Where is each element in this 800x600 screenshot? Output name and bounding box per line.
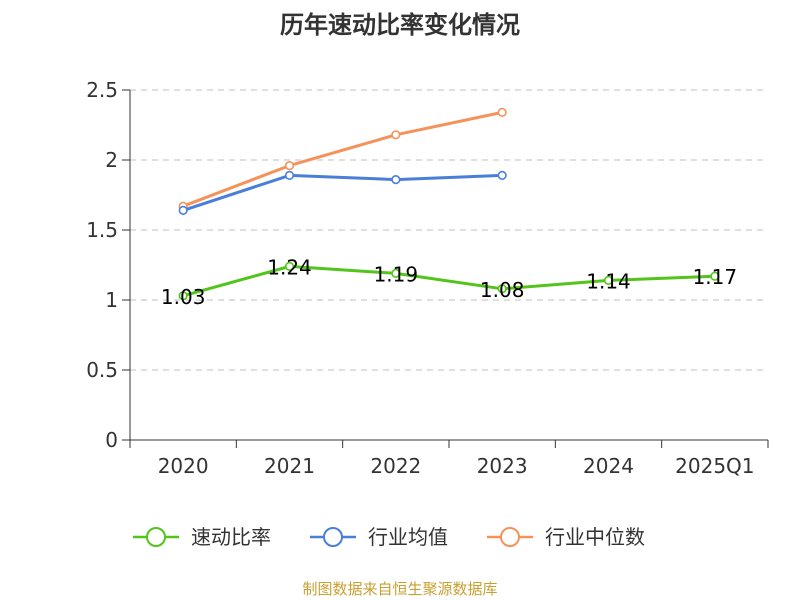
data-point: [284, 261, 295, 272]
x-tick-label: 2020: [158, 454, 209, 478]
data-label: 1.17: [693, 265, 738, 289]
x-tick-label: 2021: [264, 454, 315, 478]
data-label: 1.14: [586, 269, 631, 293]
y-tick-label: 0: [105, 428, 118, 452]
legend-marker: [500, 527, 520, 547]
source-note: 制图数据来自恒生聚源数据库: [302, 580, 497, 598]
data-label: 1.03: [161, 285, 206, 309]
legend-item[interactable]: 速动比率: [133, 525, 271, 549]
data-point: [178, 291, 188, 301]
y-tick-label: 1.5: [86, 218, 118, 242]
legend-item[interactable]: 行业均值: [310, 525, 448, 549]
series-line: [181, 264, 717, 298]
axes: 0 0.5 1 1.5 2 2.5 2020 2021 2022 2023 2024 2025Q1: [86, 78, 769, 478]
legend-label: 速动比率: [191, 525, 271, 549]
grid: [130, 89, 768, 371]
x-tick-label: 2025Q1: [675, 454, 754, 478]
data-point: [710, 271, 720, 281]
series-line: [181, 173, 504, 212]
data-point: [391, 130, 401, 140]
data-label: 1.19: [374, 262, 419, 286]
data-point: [497, 170, 507, 180]
data-point: [391, 175, 401, 185]
series-line: [181, 110, 504, 208]
legend-item[interactable]: 行业中位数: [487, 525, 645, 549]
data-label: 1.24: [267, 255, 312, 279]
data-labels: 1.03 1.24 1.19 1.08 1.14 1.17: [161, 255, 737, 308]
data-point: [497, 107, 507, 117]
data-point: [178, 205, 188, 215]
data-point: [391, 268, 401, 279]
legend-label: 行业均值: [368, 525, 448, 549]
y-tick-label: 2.5: [86, 78, 118, 102]
legend-marker: [323, 527, 343, 547]
x-tick-label: 2022: [370, 454, 421, 478]
data-point: [284, 161, 295, 171]
chart-title: 历年速动比率变化情况: [280, 11, 520, 39]
data-point: [497, 284, 507, 294]
legend: 速动比率 行业均值 行业中位数: [133, 525, 645, 549]
data-point: [284, 170, 295, 180]
data-point: [603, 275, 614, 286]
x-tick-label: 2024: [583, 454, 634, 478]
y-tick-label: 0.5: [86, 358, 118, 382]
y-tick-label: 2: [105, 148, 118, 172]
legend-label: 行业中位数: [545, 525, 645, 549]
x-tick-label: 2023: [477, 454, 528, 478]
data-label: 1.08: [480, 278, 525, 302]
series-layer: [178, 107, 720, 301]
y-tick-label: 1: [105, 288, 118, 312]
legend-marker: [146, 527, 166, 547]
